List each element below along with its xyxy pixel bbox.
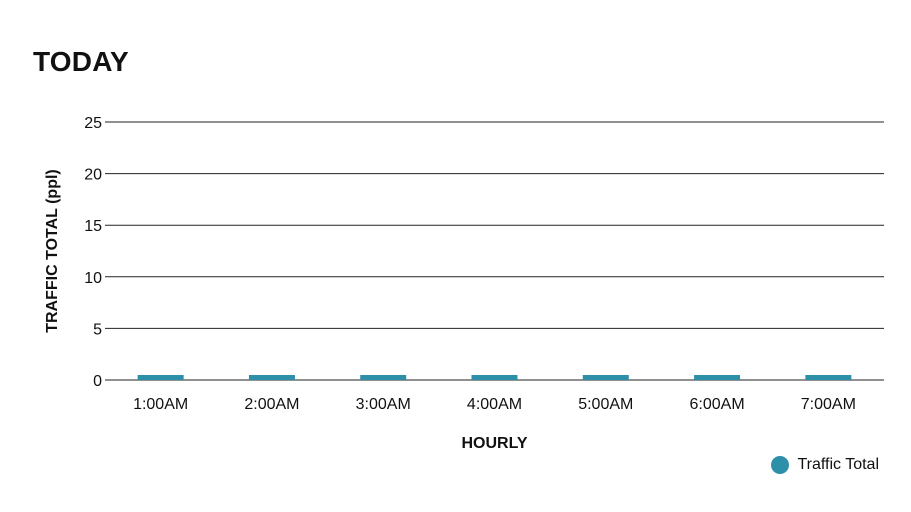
y-tick-label: 20 xyxy=(84,167,102,184)
x-axis-ticks: 1:00AM 2:00AM 3:00AM 4:00AM 5:00AM 6:00AM 7:00… xyxy=(133,396,856,413)
y-tick-label: 25 xyxy=(84,115,102,132)
y-tick-label: 5 xyxy=(93,321,102,338)
bar xyxy=(582,375,629,380)
chart-title: TODAY xyxy=(33,46,129,77)
bar xyxy=(694,375,741,380)
x-tick-label: 2:00AM xyxy=(244,396,299,413)
bar xyxy=(248,375,295,380)
y-tick-label: 15 xyxy=(84,218,102,235)
x-axis-title: HOURLY xyxy=(461,435,527,452)
gridlines xyxy=(105,121,884,381)
x-tick-label: 5:00AM xyxy=(578,396,633,413)
y-tick-label: 0 xyxy=(93,373,102,390)
bar xyxy=(471,375,518,380)
x-tick-label: 1:00AM xyxy=(133,396,188,413)
legend-label: Traffic Total xyxy=(797,456,879,473)
y-tick-label: 10 xyxy=(84,270,102,287)
y-axis-title: TRAFFIC TOTAL (ppl) xyxy=(44,169,61,333)
bar xyxy=(805,375,852,380)
bar xyxy=(137,375,184,380)
legend: Traffic Total xyxy=(771,456,879,474)
bar xyxy=(360,375,407,380)
x-tick-label: 6:00AM xyxy=(690,396,745,413)
y-axis-ticks: 0 5 10 15 20 25 xyxy=(84,115,102,390)
bars xyxy=(137,375,852,380)
x-tick-label: 3:00AM xyxy=(356,396,411,413)
x-tick-label: 4:00AM xyxy=(467,396,522,413)
legend-swatch-icon xyxy=(771,456,790,474)
x-tick-label: 7:00AM xyxy=(801,396,856,413)
